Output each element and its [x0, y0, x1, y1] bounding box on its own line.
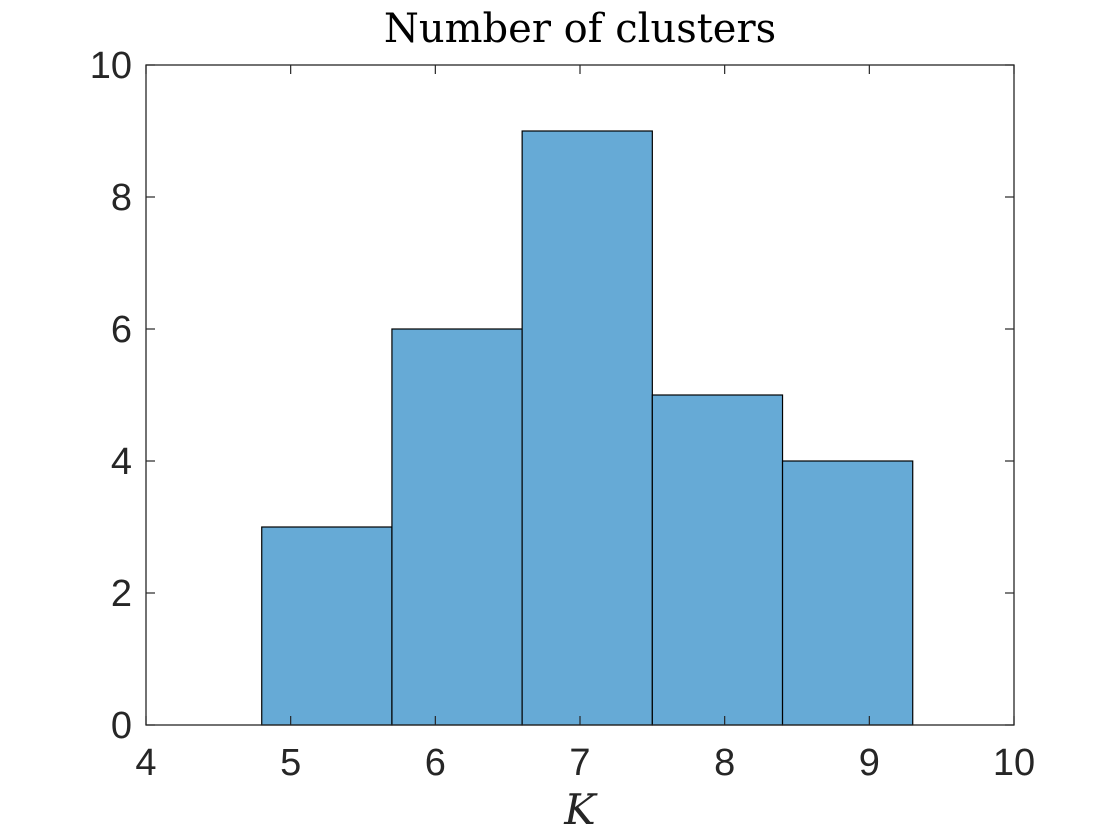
x-tick-label-4: 4: [135, 742, 156, 784]
y-tick-label-2: 2: [111, 573, 132, 615]
x-tick-label-10: 10: [993, 742, 1035, 784]
ticks-group: 4 5 6 7 8 9 10 0 2 4 6 8 10: [90, 45, 1035, 784]
y-tick-label-6: 6: [111, 309, 132, 351]
bars-group: [261, 130, 914, 726]
histogram-bar-2: [391, 328, 523, 726]
x-tick-label-7: 7: [569, 742, 590, 784]
x-tick-label-8: 8: [714, 742, 735, 784]
y-tick-label-0: 0: [111, 705, 132, 747]
y-tick-label-10: 10: [90, 45, 132, 87]
x-tick-label-5: 5: [280, 742, 301, 784]
chart-title: Number of clusters: [384, 6, 776, 52]
x-axis-label: K: [563, 785, 598, 834]
y-tick-label-8: 8: [111, 177, 132, 219]
x-tick-label-6: 6: [425, 742, 446, 784]
y-tick-label-4: 4: [111, 441, 132, 483]
histogram-bar-3: [521, 130, 653, 726]
histogram-bar-4: [651, 394, 784, 726]
x-tick-label-9: 9: [859, 742, 880, 784]
histogram-bar-1: [261, 526, 393, 726]
histogram-bar-5: [781, 460, 914, 726]
